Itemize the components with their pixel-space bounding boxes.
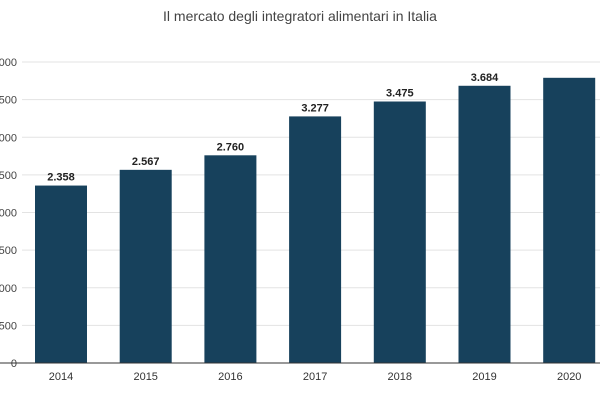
y-tick-label: 2.500 [0,170,17,182]
x-tick-label: 2016 [218,371,242,383]
bar-2019 [458,85,511,364]
chart-title: Il mercato degli integratori alimentari … [163,8,437,24]
data-label: 2.760 [217,141,245,153]
bar-2014 [35,185,87,363]
bar-2018 [373,101,426,363]
x-tick-label: 2020 [557,371,581,383]
data-label: 3.475 [386,88,414,100]
y-tick-label: 3.500 [0,95,17,107]
x-tick-label: 2014 [49,371,73,383]
x-tick-label: 2017 [303,371,327,383]
y-tick-label: 3.000 [0,132,17,144]
bar-2020 [543,77,596,364]
data-label: 2.358 [47,172,75,184]
x-tick-label: 2018 [388,371,412,383]
data-label: 3.684 [471,72,499,84]
x-tick-label: 2015 [133,371,157,383]
bar-2016 [204,155,257,363]
y-tick-label: 2.000 [0,208,17,220]
x-tick-label: 2019 [472,371,496,383]
data-label: 2.567 [132,156,160,168]
y-tick-label: 500 [0,320,17,332]
data-label: 3.277 [301,102,329,114]
y-tick-label: 4.000 [0,57,17,69]
bar-2015 [119,169,172,363]
bar-2017 [289,116,342,363]
y-tick-label: 1.500 [0,245,17,257]
y-tick-label: 1.000 [0,283,17,295]
y-tick-label: 0 [11,358,17,370]
